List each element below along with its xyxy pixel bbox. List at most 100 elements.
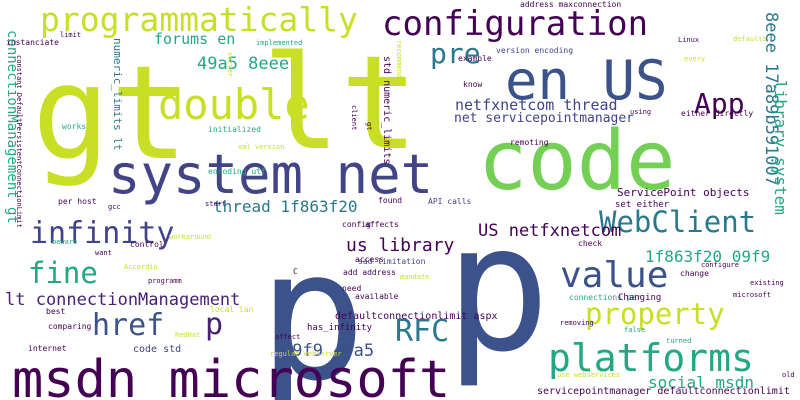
word-removing: removing [560,319,594,328]
word-example: example [458,54,492,64]
word-value: value [560,255,669,297]
word-false: false [624,326,646,335]
word-net-servicepointmanager: net servicepointmanager [454,111,635,127]
word-want: want [95,249,112,258]
word-system-net: system net [108,142,434,206]
word-msdn-microsoft: msdn microsoft [12,350,451,400]
word-property: property [585,297,725,332]
word-instanciate: instanciate [6,38,59,48]
word-gt: gt [32,37,189,190]
word-turned: turned [666,337,692,346]
word-c: C [293,267,298,277]
word-server: server [226,52,234,78]
word-client: client [350,105,358,131]
word-p: p [258,212,367,400]
word-8eee-17a89b591007: 8eee 17a89b591007 [761,12,781,186]
word-limit: limit [60,31,82,40]
word-add-address: add address [343,268,396,278]
word-gt: gt [365,122,373,131]
word-social-msdn: social msdn [648,372,754,392]
word-works: works [62,122,87,132]
word-configure: configure [701,261,739,270]
word-app: App [694,87,745,121]
word-recommend: recommend [395,40,403,78]
word-code: code [478,113,676,209]
word-xml-version: xml version [238,143,285,152]
word-know: know [463,80,483,90]
word-found: found [378,196,403,206]
word-initialized: initialized [208,125,261,135]
word-affects: affects [365,220,399,230]
word-available: available [355,292,399,302]
word-config: config [342,220,371,230]
word-1f863f20-09f9: 1f863f20 09f9 [645,246,771,266]
word-start: start [205,200,227,209]
word-servicepoint-objects: ServicePoint objects [617,185,750,199]
word-connectionmanagement-gt: connectionManagement gt [4,30,20,224]
word-per-host: per host [58,197,97,207]
word-en-us: en US [505,48,668,112]
word-change: change [680,269,709,279]
word-has-infinity: has_infinity [307,322,373,333]
word-gcc: gcc [108,203,121,212]
word-workaround: workaround [169,233,212,242]
word-set-either: set either [615,199,670,210]
word-std-numeric-limits: std numeric_limits [381,56,392,165]
word-redhat: RedHat [175,331,201,340]
word-code-std: code std [133,343,182,355]
word-p: p [205,307,224,343]
word-netfxnetcom-thread: netfxnetcom thread [455,95,618,114]
word-address-maxconnection: address maxconnection [520,0,622,10]
word-lt-connectionmanagement: lt connectionManagement [5,290,241,311]
word-defaultconnectionlimit-aspx: defaultconnectionlimit aspx [335,310,498,322]
word-defaults: defaults [733,35,767,44]
word-infinity: infinity [30,216,175,252]
word-comparing: comparing [48,322,92,332]
word-every: every [684,55,706,64]
word-mandate: mandate [400,273,430,282]
word-old: old [782,371,795,380]
word-check: check [578,239,603,249]
word-thread-1f863f20: thread 1f863f20 [213,196,358,216]
word-changing: Changing [618,292,662,303]
word-access: access [355,255,384,265]
word-us-netfxnetcom: US netfxnetcom [478,221,622,242]
word-href: href [92,308,165,344]
word-encoding-utf: encoding utf [208,167,266,177]
word-lt: lt [262,27,419,180]
word-09f9-49a5: 09f9 49a5 [282,341,375,362]
word-use-webservices: use webservices [557,371,621,380]
word-best: best [46,307,66,317]
word-programmatically: programmatically [40,0,358,39]
word-microsoft: microsoft [733,291,771,300]
word-numeric-limits-lt: numeric_limits lt [111,38,124,151]
word-using: using [630,108,652,117]
word-remoting: remoting [510,138,549,148]
word-internet: internet [28,344,67,354]
word-api-calls: API calls [428,197,472,207]
word-need: need [342,284,362,294]
word-regular-webserver: regular webserver [270,350,342,359]
word-implemented: implemented [256,39,303,48]
word-control: control [130,240,164,250]
word-p: p [445,187,551,391]
word-accordin: Accordin [124,263,158,272]
word-49a5-8eee: 49a5 8eee [197,54,290,75]
word-local-lan: local lan [210,305,254,315]
word-constant-defaultpersistentconnectionlimit: constant DefaultPersistentConnectionLimi… [15,55,23,228]
word-sad-limitation: sad limitation [358,257,426,267]
word-platforms: platforms [548,335,754,380]
word-configuration: configuration [382,4,649,45]
word-double: double [158,79,310,129]
word-linux: Linux [678,36,700,45]
word-rfc: RFC [395,314,450,350]
word-beware: beware [52,238,78,247]
word-pre: pre [430,37,481,71]
word-fine: fine [28,256,98,291]
word-affect: affect [275,333,301,342]
word-servicepointmanager-defaultconnectionlimit: servicepointmanager defaultconnectionlim… [537,385,790,397]
word-us-library: us library [346,235,455,257]
word-version-encoding: version encoding [496,46,574,56]
word-programm: programm [148,277,182,286]
